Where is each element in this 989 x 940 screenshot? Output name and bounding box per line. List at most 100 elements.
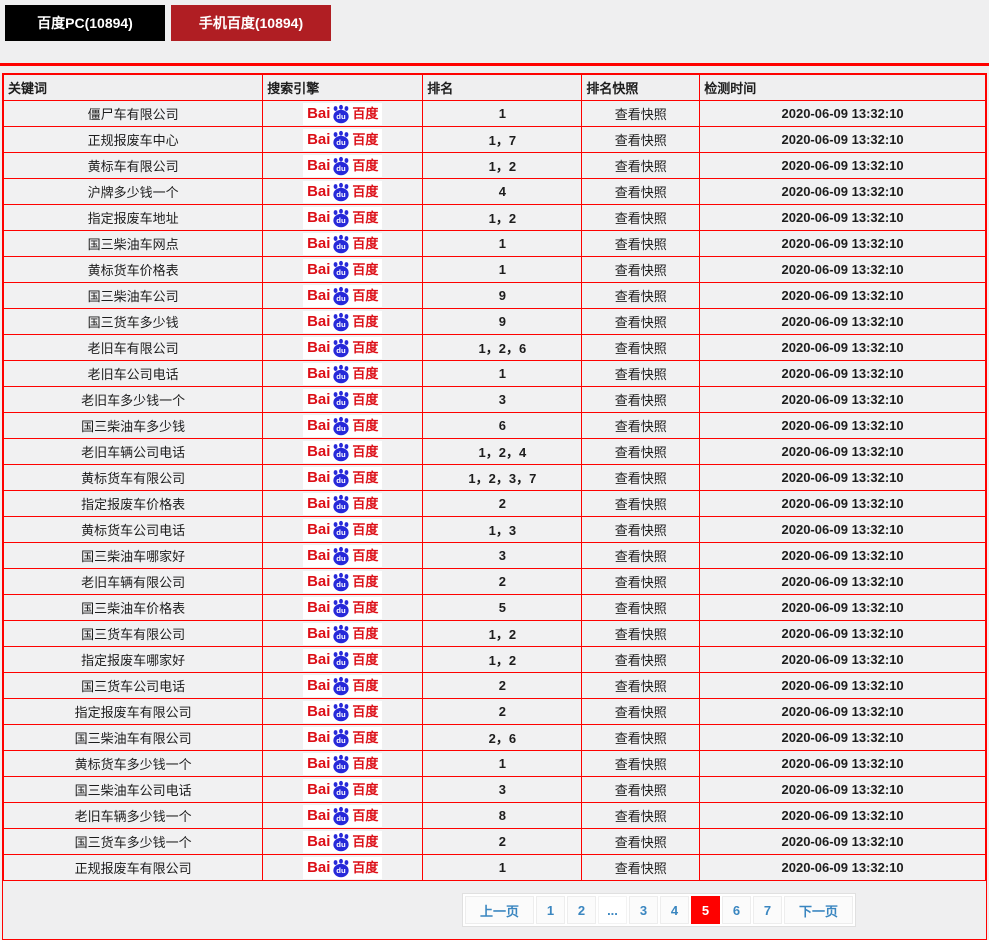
engine-cell: Bai du 百度 — [262, 594, 424, 621]
baidu-paw-icon: du — [333, 676, 350, 695]
baidu-logo-bai-text: Bai — [307, 287, 331, 304]
column-header-keyword: 关键词 — [2, 74, 264, 101]
baidu-paw-icon: du — [333, 754, 350, 773]
rank-cell: 4 — [422, 178, 583, 205]
baidu-logo: Bai du 百度 — [303, 336, 383, 359]
baidu-logo-bai-text: Bai — [307, 599, 331, 616]
detect-time-cell: 2020-06-09 13:32:10 — [699, 386, 986, 413]
engine-cell: Bai du 百度 — [262, 204, 424, 231]
baidu-logo: Bai du 百度 — [303, 102, 383, 125]
snapshot-link[interactable]: 查看快照 — [581, 594, 701, 621]
snapshot-link[interactable]: 查看快照 — [581, 412, 701, 439]
baidu-paw-icon: du — [333, 390, 350, 409]
snapshot-link[interactable]: 查看快照 — [581, 646, 701, 673]
snapshot-link[interactable]: 查看快照 — [581, 256, 701, 283]
pagination-page[interactable]: 2 — [566, 896, 596, 924]
baidu-paw-icon: du — [333, 650, 350, 669]
table-row: 国三柴油车公司电话 Bai du 百度 3 查看快照 2020-06-09 13… — [2, 776, 986, 803]
tab-baidu-pc[interactable]: 百度PC(10894) — [5, 5, 165, 41]
snapshot-link[interactable]: 查看快照 — [581, 204, 701, 231]
baidu-logo-bai-text: Bai — [307, 313, 331, 330]
snapshot-link[interactable]: 查看快照 — [581, 386, 701, 413]
svg-text:du: du — [337, 372, 347, 381]
table-body: 僵尸车有限公司 Bai du 百度 1 查看快照 2020-06-09 13:3… — [2, 100, 986, 881]
table-row: 国三柴油车多少钱 Bai du 百度 6 查看快照 2020-06-09 13:… — [2, 412, 986, 439]
table-row: 指定报废车有限公司 Bai du 百度 2 查看快照 2020-06-09 13… — [2, 698, 986, 725]
detect-time-cell: 2020-06-09 13:32:10 — [699, 256, 986, 283]
snapshot-link[interactable]: 查看快照 — [581, 152, 701, 179]
snapshot-link[interactable]: 查看快照 — [581, 854, 701, 881]
snapshot-link[interactable]: 查看快照 — [581, 100, 701, 127]
snapshot-link[interactable]: 查看快照 — [581, 672, 701, 699]
baidu-logo-bai-text: Bai — [307, 573, 331, 590]
pagination-page[interactable]: 3 — [628, 896, 658, 924]
baidu-logo: Bai du 百度 — [303, 232, 383, 255]
svg-text:du: du — [337, 814, 347, 823]
snapshot-link[interactable]: 查看快照 — [581, 230, 701, 257]
snapshot-link[interactable]: 查看快照 — [581, 698, 701, 725]
keyword-cell: 老旧车公司电话 — [2, 360, 264, 387]
pagination-prev[interactable]: 上一页 — [464, 896, 534, 924]
svg-text:du: du — [337, 866, 347, 875]
engine-cell: Bai du 百度 — [262, 672, 424, 699]
engine-cell: Bai du 百度 — [262, 750, 424, 777]
keyword-cell: 老旧车多少钱一个 — [2, 386, 264, 413]
baidu-logo: Bai du 百度 — [303, 258, 383, 281]
detect-time-cell: 2020-06-09 13:32:10 — [699, 698, 986, 725]
table-row: 国三货车多少钱 Bai du 百度 9 查看快照 2020-06-09 13:3… — [2, 308, 986, 335]
baidu-logo-cn-text: 百度 — [352, 860, 379, 875]
engine-cell: Bai du 百度 — [262, 568, 424, 595]
detect-time-cell: 2020-06-09 13:32:10 — [699, 776, 986, 803]
engine-cell: Bai du 百度 — [262, 620, 424, 647]
rank-cell: 1，2 — [422, 152, 583, 179]
snapshot-link[interactable]: 查看快照 — [581, 126, 701, 153]
svg-text:du: du — [337, 528, 347, 537]
baidu-logo-cn-text: 百度 — [352, 288, 379, 303]
snapshot-link[interactable]: 查看快照 — [581, 724, 701, 751]
rank-cell: 2，6 — [422, 724, 583, 751]
snapshot-link[interactable]: 查看快照 — [581, 360, 701, 387]
snapshot-link[interactable]: 查看快照 — [581, 438, 701, 465]
baidu-logo-bai-text: Bai — [307, 495, 331, 512]
snapshot-link[interactable]: 查看快照 — [581, 308, 701, 335]
snapshot-link[interactable]: 查看快照 — [581, 776, 701, 803]
keyword-cell: 黄标货车公司电话 — [2, 516, 264, 543]
column-header-snapshot: 排名快照 — [581, 74, 701, 101]
pagination-page[interactable]: 5 — [690, 896, 720, 924]
tab-mobile-baidu[interactable]: 手机百度(10894) — [171, 5, 331, 41]
snapshot-link[interactable]: 查看快照 — [581, 620, 701, 647]
baidu-logo-cn-text: 百度 — [352, 470, 379, 485]
snapshot-link[interactable]: 查看快照 — [581, 178, 701, 205]
baidu-logo: Bai du 百度 — [303, 128, 383, 151]
baidu-paw-icon: du — [333, 520, 350, 539]
snapshot-link[interactable]: 查看快照 — [581, 334, 701, 361]
snapshot-link[interactable]: 查看快照 — [581, 802, 701, 829]
snapshot-link[interactable]: 查看快照 — [581, 750, 701, 777]
pagination-page[interactable]: 7 — [752, 896, 782, 924]
baidu-logo-cn-text: 百度 — [352, 522, 379, 537]
snapshot-link[interactable]: 查看快照 — [581, 828, 701, 855]
snapshot-link[interactable]: 查看快照 — [581, 282, 701, 309]
rank-cell: 1，2，4 — [422, 438, 583, 465]
snapshot-link[interactable]: 查看快照 — [581, 542, 701, 569]
baidu-paw-icon: du — [333, 468, 350, 487]
pagination-page[interactable]: 6 — [721, 896, 751, 924]
baidu-logo-cn-text: 百度 — [352, 834, 379, 849]
snapshot-link[interactable]: 查看快照 — [581, 464, 701, 491]
pagination-next[interactable]: 下一页 — [783, 896, 853, 924]
baidu-paw-icon: du — [333, 624, 350, 643]
baidu-paw-icon: du — [333, 104, 350, 123]
snapshot-link[interactable]: 查看快照 — [581, 490, 701, 517]
pagination-page[interactable]: 4 — [659, 896, 689, 924]
snapshot-link[interactable]: 查看快照 — [581, 516, 701, 543]
keyword-cell: 指定报废车地址 — [2, 204, 264, 231]
snapshot-link[interactable]: 查看快照 — [581, 568, 701, 595]
engine-cell: Bai du 百度 — [262, 100, 424, 127]
table-row: 老旧车辆公司电话 Bai du 百度 1，2，4 查看快照 2020-06-09… — [2, 438, 986, 465]
keyword-cell: 国三货车多少钱一个 — [2, 828, 264, 855]
baidu-paw-icon: du — [333, 156, 350, 175]
svg-text:du: du — [337, 164, 347, 173]
detect-time-cell: 2020-06-09 13:32:10 — [699, 126, 986, 153]
svg-text:du: du — [337, 684, 347, 693]
pagination-page[interactable]: 1 — [535, 896, 565, 924]
